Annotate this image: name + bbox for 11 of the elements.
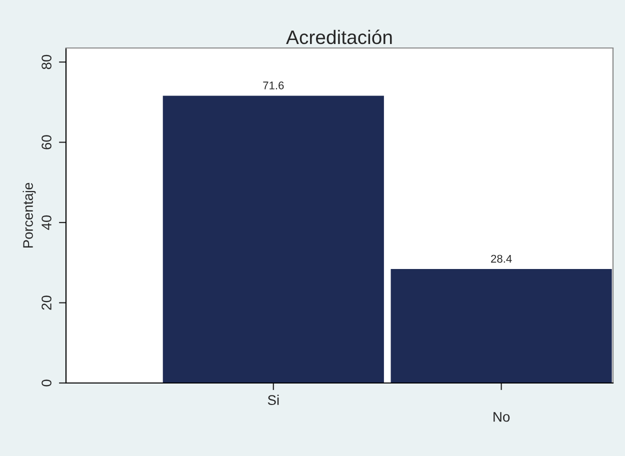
y-tick-label: 60	[42, 135, 52, 150]
x-tick-label: No	[494, 412, 510, 422]
data-label: 28.4	[491, 254, 512, 263]
y-tick-label: 80	[42, 54, 52, 70]
chart-title: Acreditación	[286, 30, 392, 44]
y-axis-title: Porcentaje	[22, 182, 36, 248]
y-tick-label: 0	[42, 380, 52, 386]
y-tick-label: 20	[42, 296, 52, 310]
data-label: 71.6	[263, 82, 284, 90]
y-tick-label: 40	[42, 215, 52, 230]
x-tick-label: Si	[268, 394, 279, 406]
